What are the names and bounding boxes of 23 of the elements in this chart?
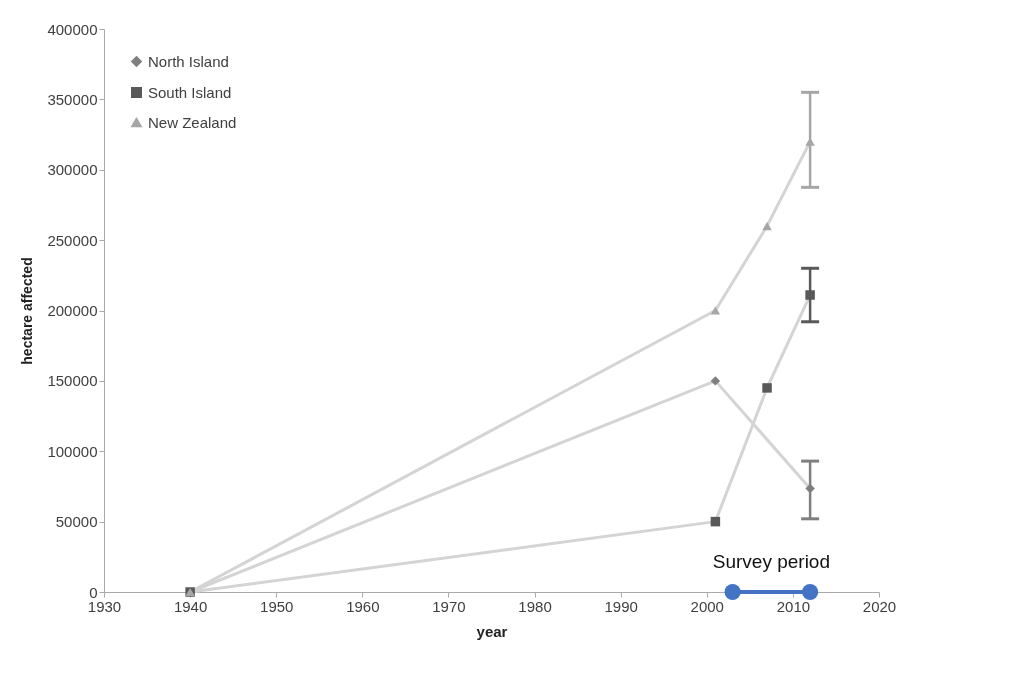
x-tick-label: 1960: [346, 597, 380, 615]
x-tick-label: 2000: [690, 597, 724, 615]
x-tick-label: 1990: [604, 597, 638, 615]
y-tick-label: 150000: [47, 372, 98, 390]
x-tick-label: 2010: [776, 597, 811, 615]
x-tick-label: 1980: [518, 597, 552, 615]
x-tick-label: 1950: [260, 597, 294, 615]
y-tick-label: 100000: [47, 442, 98, 460]
x-tick-label: 1970: [432, 597, 466, 615]
y-tick-label: 250000: [47, 231, 98, 249]
y-tick-label: 50000: [55, 513, 98, 531]
legend-label: North Island: [148, 52, 229, 70]
legend-label: South Island: [148, 83, 232, 101]
annotation: Survey period: [712, 551, 830, 572]
x-tick-label: 1940: [173, 597, 208, 615]
legend-label: New Zealand: [148, 113, 237, 131]
x-axis-title: year: [476, 622, 508, 640]
y-tick-label: 300000: [47, 161, 98, 179]
x-tick-label: 2020: [862, 597, 897, 615]
y-tick-label: 350000: [47, 90, 98, 108]
y-tick-label: 400000: [47, 20, 98, 38]
y-tick-label: 200000: [47, 302, 98, 319]
y-axis-title: hectare affected: [19, 257, 36, 365]
